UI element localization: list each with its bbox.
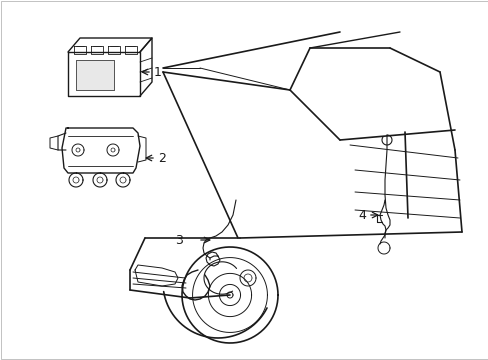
Text: 1: 1 [154, 66, 162, 78]
Text: 3: 3 [175, 234, 183, 247]
Text: 2: 2 [158, 152, 165, 165]
Text: 4: 4 [357, 208, 365, 221]
FancyBboxPatch shape [76, 60, 114, 90]
